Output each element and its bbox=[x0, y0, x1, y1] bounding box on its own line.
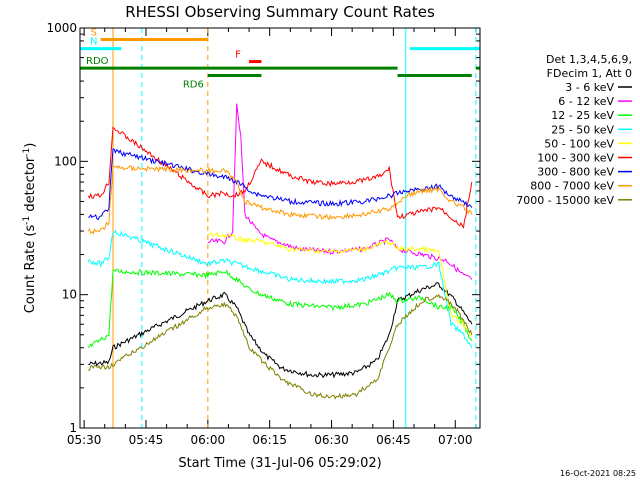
series-line-50-100-kev bbox=[207, 231, 473, 337]
x-tick-label: 06:45 bbox=[376, 433, 411, 447]
series-lines bbox=[87, 103, 473, 400]
series-line-100-300-kev bbox=[87, 126, 473, 229]
legend-entry-label: 7000 - 15000 keV bbox=[516, 194, 614, 207]
series-line-25-50-kev bbox=[87, 229, 473, 348]
y-axis-label: Count Rate (s-1 detector-1) bbox=[22, 143, 38, 314]
x-tick-label: 06:15 bbox=[252, 433, 287, 447]
state-transition-lines bbox=[112, 28, 477, 428]
legend-entry-label: 6 - 12 keV bbox=[558, 95, 614, 108]
state-bar-label-rdo: RDO bbox=[86, 56, 109, 67]
legend-entry-label: 50 - 100 keV bbox=[544, 137, 614, 150]
y-tick-label: 100 bbox=[54, 154, 77, 168]
legend: Det 1,3,4,5,6,9, FDecim 1, Att 0 3 - 6 k… bbox=[516, 53, 632, 207]
x-tick-labels: 05:30 05:45 06:00 06:15 06:30 06:45 07:00 bbox=[67, 433, 473, 447]
series-line-300-800-kev bbox=[88, 148, 473, 221]
legend-header-line-1: Det 1,3,4,5,6,9, bbox=[546, 53, 632, 66]
y-tick-labels: 1 10 100 1000 bbox=[46, 21, 77, 435]
series-line-12-25-kev bbox=[87, 268, 473, 349]
x-tick-label: 05:30 bbox=[67, 433, 102, 447]
legend-entry-label: 800 - 7000 keV bbox=[530, 180, 614, 193]
legend-header-line-2: FDecim 1, Att 0 bbox=[547, 67, 632, 80]
y-tick-label: 10 bbox=[62, 288, 77, 302]
legend-entry-label: 100 - 300 keV bbox=[537, 152, 614, 165]
legend-entry-label: 3 - 6 keV bbox=[565, 81, 614, 94]
legend-entry-label: 12 - 25 keV bbox=[551, 109, 614, 122]
state-bar-label-s: S bbox=[91, 27, 97, 38]
series-line-3-6-kev bbox=[88, 282, 473, 379]
date-stamp: 16-Oct-2021 08:25 bbox=[560, 469, 636, 478]
series-line-800-7000-kev bbox=[87, 164, 473, 235]
state-bar-label-rd6: RD6 bbox=[183, 80, 204, 91]
x-tick-label: 05:45 bbox=[129, 433, 164, 447]
y-tick-label: 1 bbox=[69, 421, 77, 435]
x-tick-label: 07:00 bbox=[438, 433, 473, 447]
x-tick-label: 06:00 bbox=[191, 433, 226, 447]
y-tick-label: 1000 bbox=[46, 21, 77, 35]
state-bars: SN F RDO RD6 bbox=[80, 27, 480, 91]
axis-ticks bbox=[80, 28, 480, 429]
series-line-7000-15000-kev bbox=[88, 293, 473, 400]
x-axis-label: Start Time (31-Jul-06 05:29:02) bbox=[178, 456, 381, 471]
state-bar-label-f: F bbox=[235, 50, 241, 61]
state-bar-label-n: N bbox=[90, 37, 97, 48]
legend-entry-label: 300 - 800 keV bbox=[537, 166, 614, 179]
chart-title: RHESSI Observing Summary Count Rates bbox=[125, 3, 435, 21]
plot-frame bbox=[79, 27, 481, 429]
x-tick-label: 06:30 bbox=[314, 433, 349, 447]
legend-entry-label: 25 - 50 keV bbox=[551, 123, 614, 136]
series-line-6-12-kev bbox=[207, 103, 473, 280]
